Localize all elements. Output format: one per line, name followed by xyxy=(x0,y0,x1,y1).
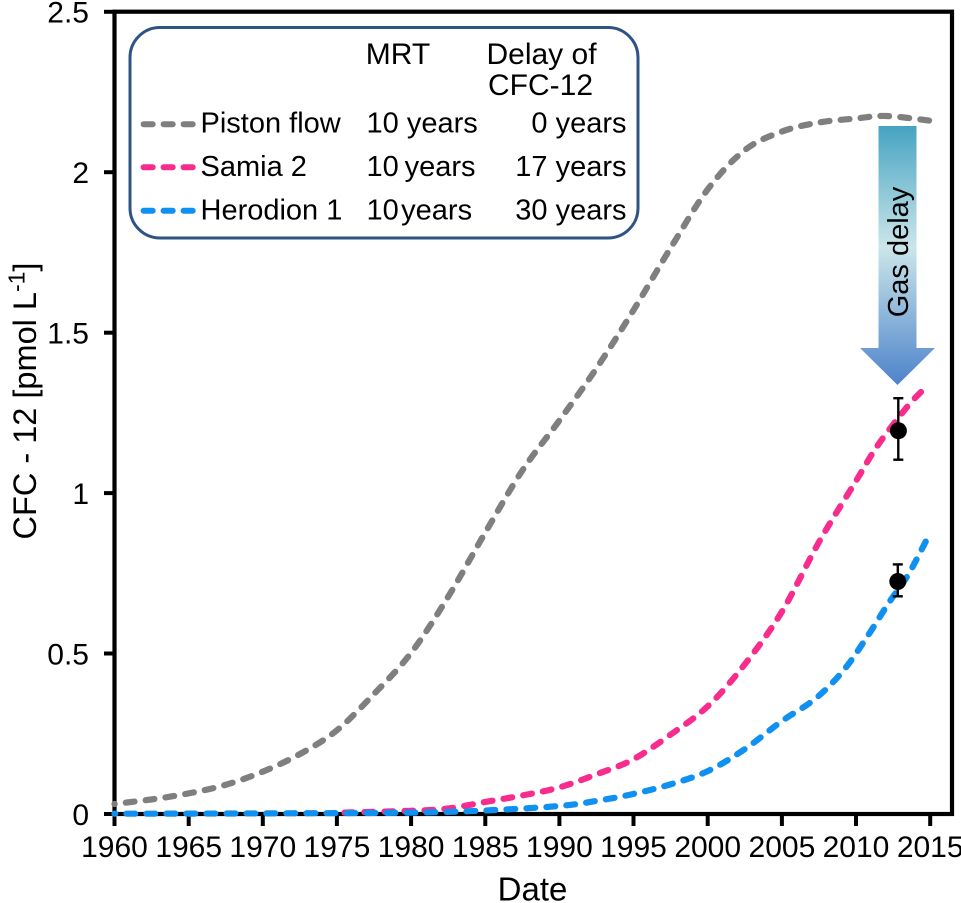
svg-text:0 years: 0 years xyxy=(531,108,626,140)
svg-text:1995: 1995 xyxy=(600,831,667,864)
svg-text:10 years: 10 years xyxy=(367,108,478,140)
svg-text:Gas delay: Gas delay xyxy=(883,186,915,317)
svg-text:Piston flow: Piston flow xyxy=(201,108,342,140)
svg-text:2: 2 xyxy=(72,157,89,190)
svg-text:1990: 1990 xyxy=(526,831,593,864)
svg-text:MRT: MRT xyxy=(366,38,430,71)
svg-text:Herodion 1: Herodion 1 xyxy=(201,194,343,226)
svg-text:2.5: 2.5 xyxy=(47,0,89,30)
svg-text:1975: 1975 xyxy=(304,831,371,864)
svg-text:1960: 1960 xyxy=(81,831,148,864)
svg-text:2000: 2000 xyxy=(674,831,741,864)
svg-text:CFC-12: CFC-12 xyxy=(488,69,593,102)
svg-text:Samia 2: Samia 2 xyxy=(201,151,307,183)
svg-text:Delay of: Delay of xyxy=(486,38,597,71)
svg-text:10 years: 10 years xyxy=(367,194,473,226)
svg-text:2010: 2010 xyxy=(823,831,890,864)
svg-text:30 years: 30 years xyxy=(515,194,626,226)
svg-text:1.5: 1.5 xyxy=(47,318,89,351)
svg-text:Date: Date xyxy=(498,871,568,903)
svg-text:1985: 1985 xyxy=(452,831,519,864)
svg-text:2015: 2015 xyxy=(897,831,961,864)
svg-text:1980: 1980 xyxy=(378,831,445,864)
svg-text:0.5: 0.5 xyxy=(47,638,89,671)
svg-text:0: 0 xyxy=(72,799,89,832)
svg-text:2005: 2005 xyxy=(749,831,816,864)
svg-text:1965: 1965 xyxy=(155,831,222,864)
svg-text:10 years: 10 years xyxy=(367,151,476,183)
svg-text:CFC - 12 [pmol L-1]: CFC - 12 [pmol L-1] xyxy=(4,263,44,540)
svg-text:1: 1 xyxy=(72,478,89,511)
svg-text:1970: 1970 xyxy=(229,831,296,864)
svg-text:17 years: 17 years xyxy=(515,151,626,183)
